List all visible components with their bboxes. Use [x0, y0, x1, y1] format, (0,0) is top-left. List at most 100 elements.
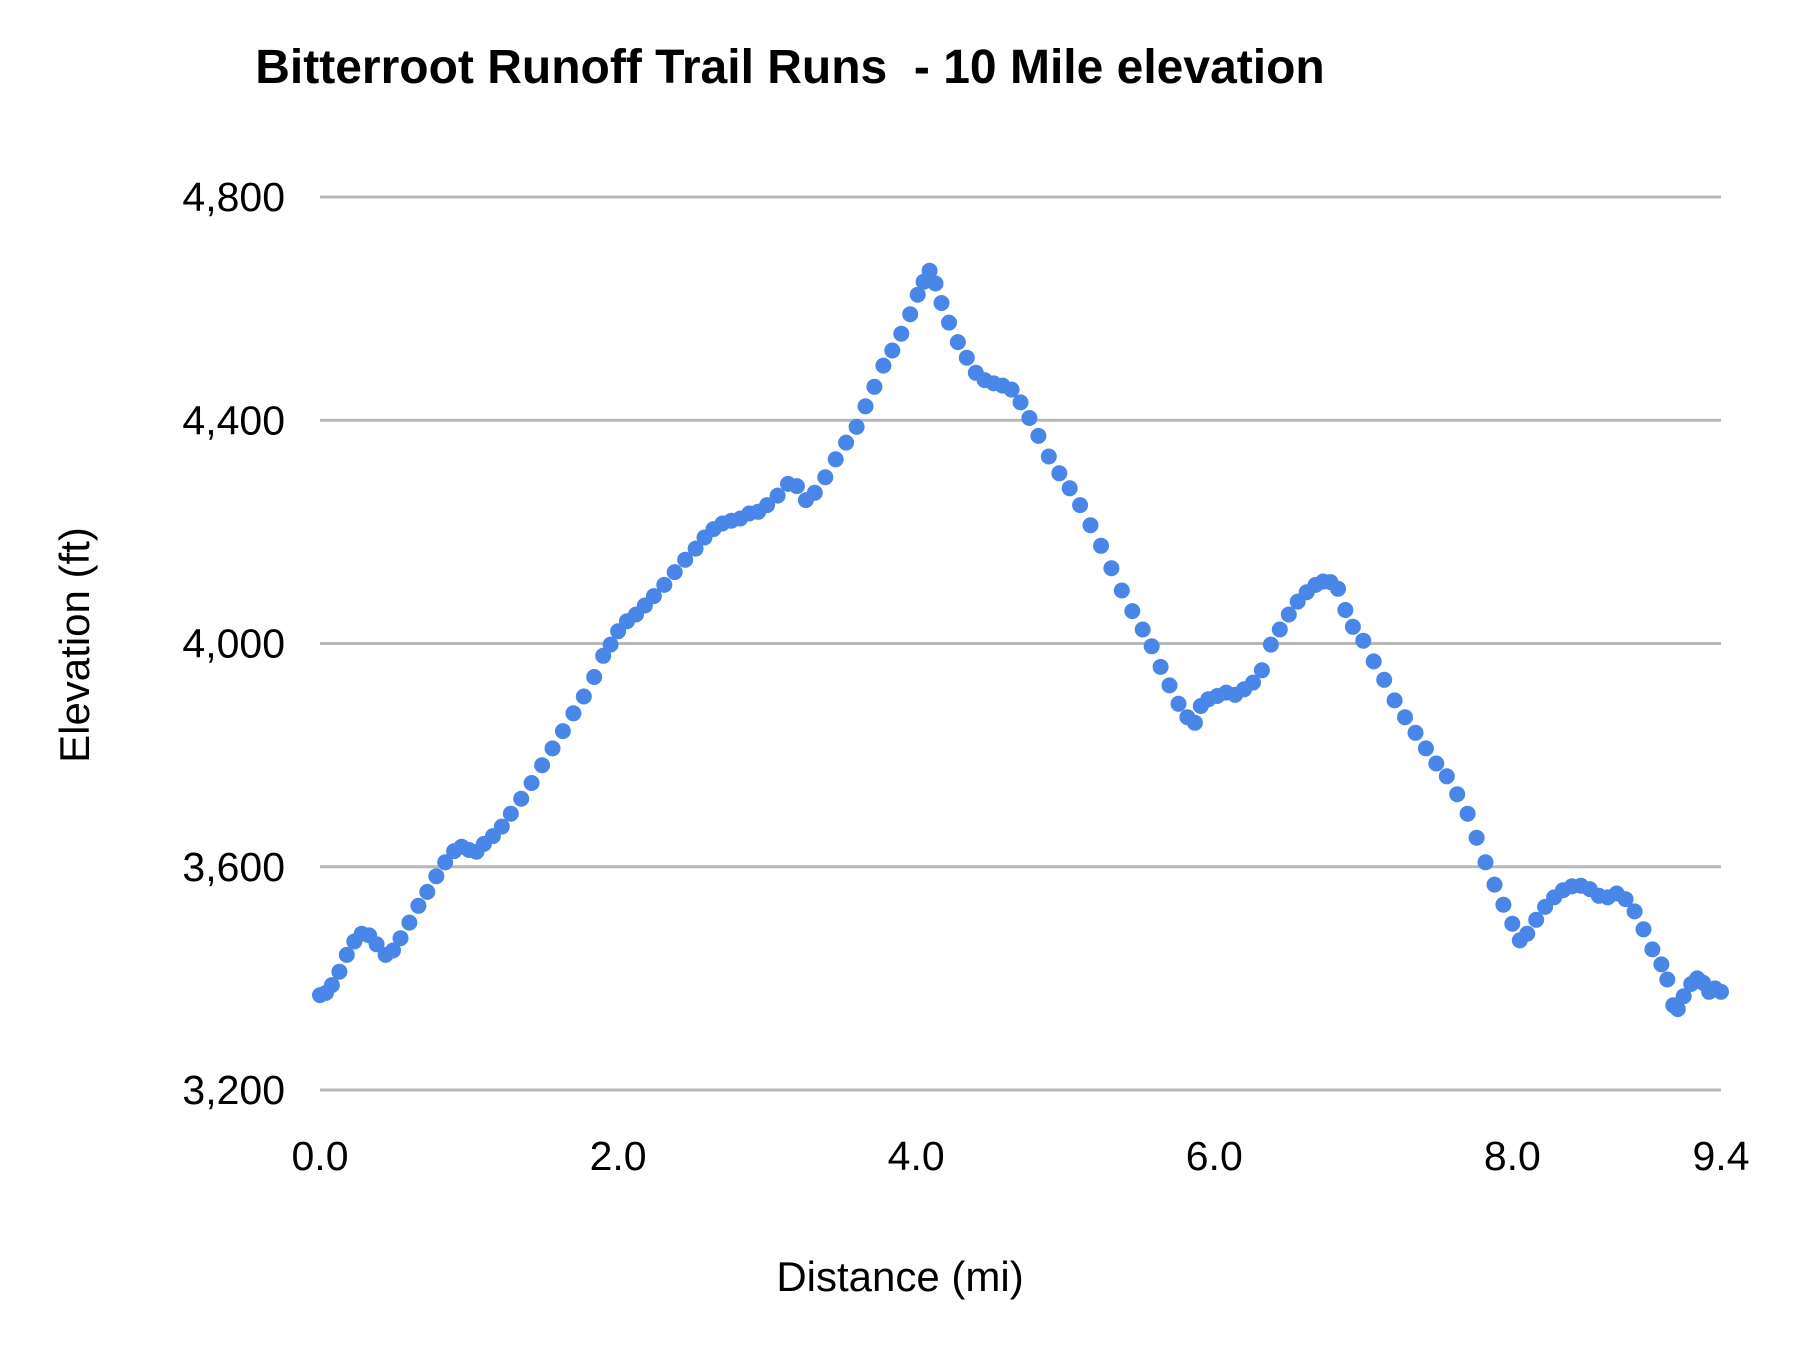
data-point	[1428, 755, 1445, 772]
data-point	[687, 540, 704, 557]
data-point	[1051, 465, 1068, 482]
x-tick-label: 9.4	[1693, 1133, 1750, 1179]
data-point	[1386, 692, 1403, 709]
data-point	[909, 286, 926, 303]
data-point	[1012, 394, 1029, 411]
data-point	[1003, 381, 1020, 398]
data-point	[1459, 805, 1476, 822]
data-point	[656, 576, 673, 593]
data-point	[1504, 915, 1521, 932]
data-point	[666, 564, 683, 581]
data-point	[1355, 632, 1372, 649]
data-point	[1468, 829, 1485, 846]
data-point	[437, 854, 454, 871]
x-tick-label: 0.0	[292, 1133, 349, 1179]
data-point	[1659, 971, 1676, 988]
data-point	[575, 688, 592, 705]
data-point	[534, 757, 551, 774]
data-point	[1486, 876, 1503, 893]
x-tick-label: 6.0	[1186, 1133, 1243, 1179]
data-point	[1397, 709, 1413, 726]
data-point	[1365, 653, 1382, 670]
data-point	[419, 883, 436, 900]
data-point	[893, 325, 910, 342]
data-point	[513, 790, 530, 807]
data-point	[410, 897, 427, 914]
data-point	[677, 551, 694, 568]
data-point	[493, 818, 510, 835]
data-point	[958, 349, 975, 366]
data-point	[1186, 714, 1203, 731]
data-point	[1093, 537, 1109, 554]
data-point	[645, 588, 662, 605]
data-point	[544, 740, 561, 757]
data-point	[586, 669, 603, 685]
data-point	[1438, 768, 1455, 785]
data-point	[1653, 956, 1670, 973]
data-point	[565, 705, 582, 722]
data-point	[331, 963, 348, 980]
data-point	[1253, 662, 1270, 679]
data-point	[884, 342, 901, 359]
data-point	[827, 451, 844, 468]
data-point	[1635, 921, 1652, 938]
data-point	[1262, 636, 1279, 653]
data-point	[788, 478, 805, 495]
data-point	[1528, 911, 1545, 928]
data-point	[1669, 1001, 1686, 1018]
data-point	[838, 434, 855, 451]
data-point	[941, 314, 957, 331]
data-point	[1072, 497, 1089, 514]
data-point	[1449, 786, 1466, 803]
data-point	[1626, 903, 1643, 920]
data-point	[1417, 740, 1434, 757]
data-point	[933, 295, 950, 311]
x-tick-label: 2.0	[590, 1133, 647, 1179]
data-point	[1644, 941, 1661, 958]
data-point	[1245, 674, 1261, 691]
x-tick-label: 4.0	[888, 1133, 945, 1179]
data-point	[1103, 560, 1120, 577]
data-point	[1170, 695, 1187, 712]
data-point	[1617, 891, 1634, 908]
y-tick-label: 4,800	[182, 174, 285, 220]
data-point	[368, 936, 385, 953]
x-tick-label: 8.0	[1484, 1133, 1541, 1179]
data-point	[502, 805, 519, 822]
data-point	[323, 977, 340, 994]
data-point	[1030, 427, 1047, 444]
data-point	[817, 469, 834, 486]
data-point	[1124, 603, 1141, 620]
data-point	[1061, 480, 1078, 497]
data-point	[392, 930, 409, 947]
data-point	[1376, 671, 1393, 688]
data-point	[769, 487, 786, 504]
y-tick-label: 3,600	[182, 844, 285, 890]
data-point	[401, 914, 418, 931]
chart-title: Bitterroot Runoff Trail Runs - 10 Mile e…	[255, 41, 1325, 94]
y-tick-label: 4,400	[182, 397, 285, 443]
data-point	[602, 636, 619, 653]
data-point	[921, 262, 938, 279]
data-point	[1161, 677, 1178, 694]
data-point	[857, 398, 874, 415]
data-point	[949, 334, 966, 351]
data-point	[1152, 658, 1169, 675]
data-point	[902, 306, 919, 323]
data-point	[1477, 854, 1494, 871]
data-point	[338, 946, 355, 963]
data-point	[866, 378, 883, 395]
x-axis-title: Distance (mi)	[776, 1253, 1024, 1300]
data-point	[428, 868, 445, 885]
data-point	[523, 775, 540, 791]
data-point	[848, 418, 865, 435]
data-point	[1021, 410, 1038, 426]
data-point	[1330, 580, 1346, 597]
data-point	[1337, 602, 1354, 618]
data-point	[554, 723, 571, 740]
data-point	[875, 357, 892, 374]
data-point	[1082, 517, 1099, 534]
y-tick-label: 4,000	[182, 621, 285, 667]
